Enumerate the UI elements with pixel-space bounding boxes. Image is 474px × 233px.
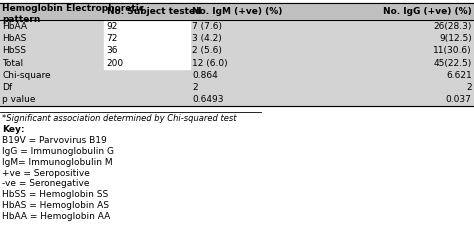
Bar [0,20,474,32]
Text: HbAA = Hemoglobin AA: HbAA = Hemoglobin AA [2,212,110,221]
Text: 92: 92 [107,22,118,31]
Bar [0,69,474,82]
Text: No. Subject tested: No. Subject tested [107,7,201,16]
Text: 2: 2 [192,83,198,92]
Text: 72: 72 [107,34,118,43]
Text: 3 (4.2): 3 (4.2) [192,34,222,43]
Text: HbAA: HbAA [2,22,27,31]
Text: No. IgM (+ve) (%): No. IgM (+ve) (%) [192,7,283,16]
Text: p value: p value [2,95,36,104]
Text: 6.621: 6.621 [446,71,472,80]
Text: -ve = Seronegative: -ve = Seronegative [2,179,90,188]
Text: B19V = Parvovirus B19: B19V = Parvovirus B19 [2,136,107,145]
Text: 9(12.5): 9(12.5) [439,34,472,43]
Bar [0,3,474,20]
Text: 12 (6.0): 12 (6.0) [192,59,228,68]
Bar [104,32,190,45]
Bar [0,82,474,94]
Text: 0.037: 0.037 [446,95,472,104]
Text: +ve = Seropositive: +ve = Seropositive [2,168,90,178]
Text: Hemoglobin Electrophoretic
pattern: Hemoglobin Electrophoretic pattern [2,4,145,24]
Text: 7 (7.6): 7 (7.6) [192,22,222,31]
Text: 2: 2 [466,83,472,92]
Text: 0.6493: 0.6493 [192,95,223,104]
Bar [0,32,474,45]
Text: Key:: Key: [2,125,25,134]
Bar [0,45,474,57]
Bar [104,45,190,57]
Text: HbSS: HbSS [2,46,27,55]
Text: 11(30.6): 11(30.6) [433,46,472,55]
Text: HbSS = Hemoglobin SS: HbSS = Hemoglobin SS [2,190,109,199]
Text: 2 (5.6): 2 (5.6) [192,46,222,55]
Text: Chi-square: Chi-square [2,71,51,80]
Text: HbAS = Hemoglobin AS: HbAS = Hemoglobin AS [2,201,109,210]
Text: 200: 200 [107,59,124,68]
Text: IgG = Immunoglobulin G: IgG = Immunoglobulin G [2,147,114,156]
Text: *Significant association determined by Chi-squared test: *Significant association determined by C… [2,113,237,123]
Bar [0,94,474,106]
Text: Df: Df [2,83,12,92]
Bar [0,57,474,69]
Text: IgM= Immunoglobulin M: IgM= Immunoglobulin M [2,158,113,167]
Text: 36: 36 [107,46,118,55]
Text: 45(22.5): 45(22.5) [433,59,472,68]
Text: No. IgG (+ve) (%): No. IgG (+ve) (%) [383,7,472,16]
Bar [104,57,190,69]
Text: HbAS: HbAS [2,34,27,43]
Bar [104,20,190,32]
Text: 0.864: 0.864 [192,71,218,80]
Text: Total: Total [2,59,24,68]
Text: 26(28.3): 26(28.3) [433,22,472,31]
